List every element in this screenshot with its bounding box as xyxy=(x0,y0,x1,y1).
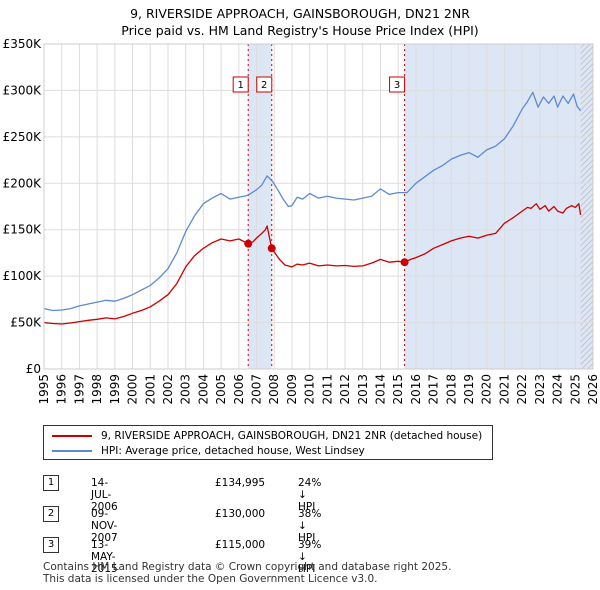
x-tick-label: 1996 xyxy=(55,374,69,405)
sale-date: 09-NOV-2007 xyxy=(91,508,118,544)
x-tick-label: 2022 xyxy=(515,374,529,405)
y-tick-label: £300K xyxy=(3,83,43,97)
chart-subtitle: Price paid vs. HM Land Registry's House … xyxy=(121,23,479,38)
x-tick-label: 2020 xyxy=(480,374,494,405)
x-tick-label: 2004 xyxy=(196,374,210,405)
legend-item-hpi: HPI: Average price, detached house, West… xyxy=(52,444,365,458)
x-tick-label: 2026 xyxy=(586,374,600,405)
x-tick-label: 2000 xyxy=(126,374,140,405)
x-tick-label: 2012 xyxy=(338,374,352,405)
x-tick-label: 2024 xyxy=(551,374,565,405)
sale-hpi-diff: 39% ↓ HPI xyxy=(298,539,322,575)
y-tick-label: £350K xyxy=(3,37,43,51)
x-tick-label: 2013 xyxy=(356,374,370,405)
legend: 9, RIVERSIDE APPROACH, GAINSBOROUGH, DN2… xyxy=(43,425,493,460)
x-tick-label: 2009 xyxy=(285,374,299,405)
sale-price: £130,000 xyxy=(215,508,266,520)
x-tick-label: 2001 xyxy=(143,374,157,405)
x-tick-label: 2010 xyxy=(303,374,317,405)
event-label: 3 xyxy=(394,80,400,91)
x-tick-label: 2008 xyxy=(267,374,281,405)
x-tick-label: 2017 xyxy=(427,374,441,405)
legend-swatch-red xyxy=(52,435,92,437)
y-tick-label: £100K xyxy=(3,269,43,283)
y-tick-label: £150K xyxy=(3,223,43,237)
chart-title: 9, RIVERSIDE APPROACH, GAINSBOROUGH, DN2… xyxy=(130,6,470,21)
x-tick-label: 2005 xyxy=(214,374,228,405)
legend-item-property: 9, RIVERSIDE APPROACH, GAINSBOROUGH, DN2… xyxy=(52,429,482,443)
footer-copyright: Contains HM Land Registry data © Crown c… xyxy=(43,561,452,573)
event-label: 2 xyxy=(261,80,267,91)
y-tick-label: £0 xyxy=(26,362,41,376)
event-label-box xyxy=(256,76,273,93)
x-tick-label: 2002 xyxy=(161,374,175,405)
footer-license: This data is licensed under the Open Gov… xyxy=(43,573,378,585)
event-label: 1 xyxy=(238,80,244,91)
x-tick-label: 2019 xyxy=(462,374,476,405)
x-tick-label: 1995 xyxy=(37,374,51,405)
shaded-period xyxy=(248,44,272,369)
x-tick-label: 2025 xyxy=(568,374,582,405)
y-tick-label: £200K xyxy=(3,176,43,190)
forecast-hatch xyxy=(580,44,593,369)
legend-swatch-blue xyxy=(52,450,92,452)
x-tick-label: 2018 xyxy=(444,374,458,405)
x-tick-label: 2003 xyxy=(179,374,193,405)
sale-price: £134,995 xyxy=(215,477,266,489)
legend-label-property: 9, RIVERSIDE APPROACH, GAINSBOROUGH, DN2… xyxy=(101,430,483,442)
sale-badge: 2 xyxy=(43,506,59,522)
sale-point xyxy=(267,244,276,253)
event-label-box xyxy=(232,76,249,93)
x-tick-label: 1997 xyxy=(72,374,86,405)
sale-point xyxy=(400,258,409,267)
x-tick-label: 2016 xyxy=(409,374,423,405)
plot-border xyxy=(43,43,594,370)
sale-badge: 1 xyxy=(43,475,59,491)
price-chart: 1 2 3 £0 £50K £100K £150K £200K £250K £300K £350K… xyxy=(3,37,600,405)
x-tick-label: 1998 xyxy=(90,374,104,405)
x-tick-label: 2014 xyxy=(373,374,387,405)
x-tick-label: 2011 xyxy=(320,374,334,405)
shaded-period xyxy=(404,44,593,369)
sale-price: £115,000 xyxy=(215,539,266,551)
x-tick-label: 2015 xyxy=(391,374,405,405)
y-tick-label: £250K xyxy=(3,130,43,144)
x-tick-label: 1999 xyxy=(108,374,122,405)
legend-label-hpi: HPI: Average price, detached house, West… xyxy=(101,445,365,457)
sale-hpi-diff: 24% ↓ HPI xyxy=(298,477,322,513)
x-tick-label: 2021 xyxy=(497,374,511,405)
x-tick-label: 2007 xyxy=(250,374,264,405)
sale-date: 14-JUL-2006 xyxy=(91,477,118,513)
y-tick-label: £50K xyxy=(10,316,42,330)
x-tick-label: 2006 xyxy=(232,374,246,405)
x-tick-label: 2023 xyxy=(533,374,547,405)
sale-point xyxy=(244,239,253,248)
event-label-box xyxy=(389,76,406,93)
sale-date: 13-MAY-2015 xyxy=(91,539,118,575)
series-line-property xyxy=(43,203,582,325)
series-line-hpi xyxy=(43,91,582,312)
sale-hpi-diff: 38% ↓ HPI xyxy=(298,508,322,544)
sale-badge: 3 xyxy=(43,537,59,553)
